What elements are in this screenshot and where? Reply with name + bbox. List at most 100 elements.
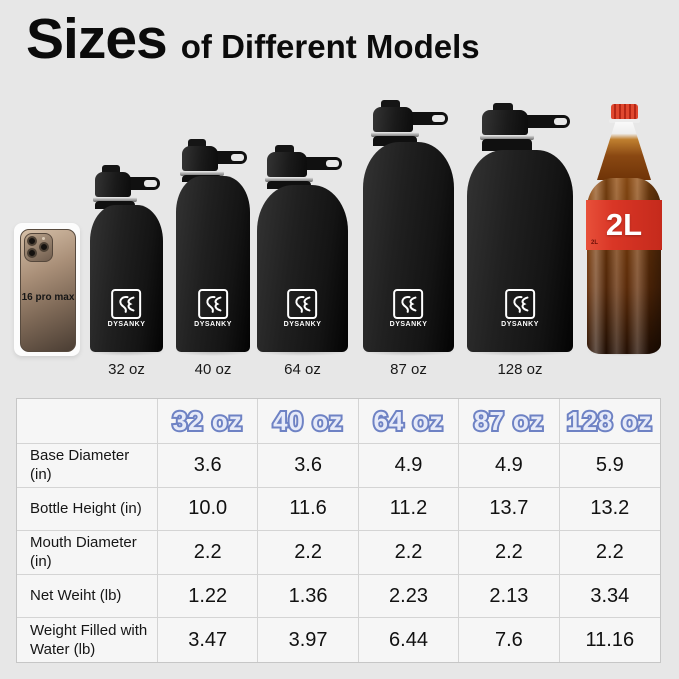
bottle-cap [182,146,218,171]
brand-logo-text: DYSANKY [501,321,539,328]
bottle-size-label-32oz: 32 oz [108,361,145,378]
bottle-neck [373,136,417,146]
table-value: 1.36 [258,574,359,619]
bottle-body: DYSANKY [257,185,348,352]
camera-lens-icon [27,236,37,246]
coke-label-small: 2L [591,240,599,246]
bottle-cap-knob [188,139,206,149]
table-value: 11.6 [258,487,359,532]
brand-logo-text: DYSANKY [389,321,428,328]
bottle-128oz: DYSANKY [467,103,573,352]
bottle-cap-knob [275,145,294,155]
row-label-weight-filled: Weight Filled with Water (lb) [17,618,158,662]
coke-neck [597,122,651,180]
coke-label-text: 2L [605,207,643,242]
row-label-mouth-diameter: Mouth Diameter (in) [17,531,158,575]
bottle-body: DYSANKY [467,150,573,352]
brand-logo-text: DYSANKY [107,321,146,328]
bottle-cap [482,110,528,135]
bottle-40oz: DYSANKY [176,139,250,352]
handle-hole [326,160,339,167]
bottle-steel-ring [180,171,224,176]
handle-hole [144,180,157,187]
bottle-size-label-64oz: 64 oz [284,361,321,378]
table-value: 11.2 [358,487,460,532]
table-value: 10.0 [158,487,259,532]
dysanky-logo-mark [393,289,424,319]
phone-card: 16 pro max [14,223,80,356]
page-title: Sizes of Different Models [26,6,480,72]
bottle-size-label-87oz: 87 oz [390,361,427,378]
bottle-neck [482,139,532,151]
phone-label: 16 pro max [21,292,75,303]
bottle-body: DYSANKY [363,142,454,352]
bottle-cap [267,152,307,177]
bottle-size-label-40oz: 40 oz [194,361,232,378]
table-value: 3.97 [258,618,359,662]
bottle-87oz: DYSANKY [363,100,454,352]
bottle-steel-ring [480,135,534,140]
bottle-cap-knob [381,100,400,110]
camera-flash-icon [42,237,45,240]
table-value: 11.16 [585,628,635,651]
table-value: 2.2 [358,531,460,575]
brand-logo: DYSANKY [390,289,428,328]
column-header-128oz: 128 oz [559,399,660,444]
dysanky-logo-mark [197,289,228,319]
table-value: 2.2 [459,531,560,575]
row-label-net-weight: Net Weiht (lb) [17,574,158,619]
dysanky-logo-mark [504,289,535,319]
bottle-size-label-128oz: 128 oz [497,361,543,378]
brand-logo-text: DYSANKY [194,321,232,328]
table-value: 3.6 [158,444,259,488]
coke-label: 2L 2L [586,200,662,250]
table-value: 13.7 [459,487,560,532]
coke-collar [609,119,640,123]
bottle-cap-knob [102,165,120,175]
table-value: 13.2 [559,488,660,532]
table-corner-cell [17,399,158,444]
camera-lens-icon [27,248,37,258]
coke-bottle-2l: 2L 2L [586,104,662,354]
row-label-base-diameter: Base Diameter (in) [17,444,158,488]
table-value: 4.9 [358,444,460,488]
brand-logo: DYSANKY [194,289,232,328]
handle-hole [231,154,244,161]
table-value: 2.23 [358,574,460,619]
coke-cap [611,104,638,119]
table-value: 5.9 [559,444,660,488]
table-value: 2.2 [559,531,660,575]
table-value: 4.9 [459,444,560,488]
bottle-steel-ring [93,197,137,202]
table-value: 3.47 [158,618,259,662]
title-main: Sizes [26,7,168,71]
bottle-body: DYSANKY [176,176,250,352]
bottle-cap [95,172,131,197]
camera-lens-icon [39,242,49,252]
phone-image: 16 pro max [20,229,76,352]
bottle-body: DYSANKY [90,205,163,352]
spec-table: 32 oz 40 oz 64 oz 87 oz 128 oz Base Diam… [16,398,661,663]
bottle-steel-ring [265,177,313,182]
column-header-87oz: 87 oz [459,399,560,444]
table-value: 3.34 [559,575,660,619]
brand-logo-text: DYSANKY [283,321,322,328]
column-header-32oz: 32 oz [158,399,259,444]
brand-logo: DYSANKY [108,289,146,328]
column-header-64oz: 64 oz [358,399,460,444]
bottle-32oz: DYSANKY [90,165,163,352]
row-label-bottle-height: Bottle Height (in) [17,487,158,532]
phone-camera-module [24,233,53,262]
table-value: 3.6 [258,444,359,488]
title-sub: of Different Models [180,28,480,65]
column-header-40oz: 40 oz [258,399,359,444]
table-value: 1.22 [158,574,259,619]
handle-hole [554,118,567,125]
bottle-steel-ring [371,132,419,137]
bottle-cap-knob [493,103,513,113]
brand-logo: DYSANKY [501,289,539,328]
brand-logo: DYSANKY [284,289,322,328]
table-value: 6.44 [359,618,460,662]
dysanky-logo-mark [287,289,318,319]
